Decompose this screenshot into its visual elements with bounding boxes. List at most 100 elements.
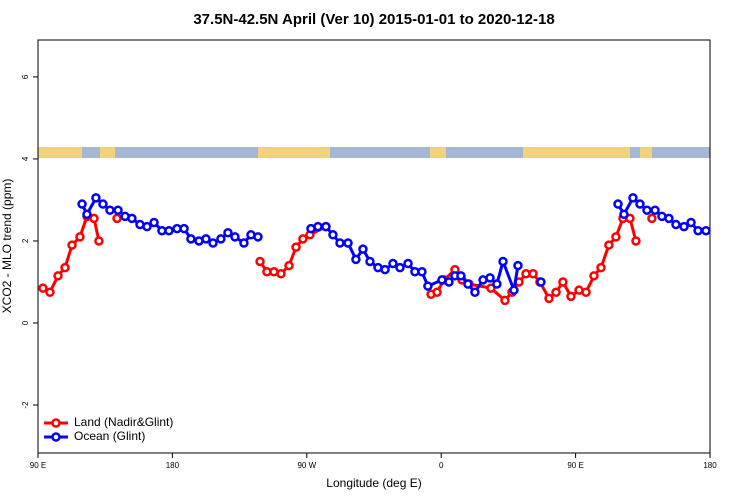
point xyxy=(432,287,442,297)
point xyxy=(395,262,405,273)
point xyxy=(230,232,240,242)
point xyxy=(67,240,77,250)
point xyxy=(613,199,623,209)
point xyxy=(253,232,263,242)
point xyxy=(89,213,99,224)
y-tick-label: 4 xyxy=(21,156,30,161)
point xyxy=(470,287,480,297)
point xyxy=(604,240,614,250)
point xyxy=(82,209,92,220)
point xyxy=(486,283,496,293)
point xyxy=(127,213,137,224)
point xyxy=(53,271,63,281)
y-axis-label: XCO2 - MLO trend (ppm) xyxy=(0,179,14,314)
point xyxy=(223,228,233,238)
point xyxy=(589,271,599,281)
point xyxy=(91,193,101,203)
point xyxy=(558,277,568,287)
point xyxy=(343,238,353,248)
point xyxy=(498,256,508,267)
point xyxy=(500,295,510,306)
point xyxy=(351,254,361,265)
point xyxy=(664,213,674,224)
point xyxy=(536,277,546,287)
point xyxy=(619,209,629,220)
point xyxy=(686,217,696,228)
point xyxy=(328,230,338,240)
point xyxy=(358,244,368,254)
point xyxy=(216,234,226,244)
point xyxy=(417,266,427,277)
point xyxy=(693,225,703,236)
y-tick-label: 6 xyxy=(21,74,30,79)
point xyxy=(313,221,323,232)
x-tick-label: 180 xyxy=(703,461,717,470)
series-line xyxy=(43,216,652,300)
x-tick-label: 0 xyxy=(439,461,444,470)
point xyxy=(291,242,301,252)
point xyxy=(671,219,681,230)
point xyxy=(403,258,413,269)
x-tick-label: 90 E xyxy=(30,461,46,470)
point xyxy=(528,269,538,279)
point xyxy=(335,238,345,248)
point xyxy=(208,238,218,248)
point xyxy=(380,264,390,275)
point xyxy=(255,256,265,267)
point xyxy=(388,258,398,269)
point xyxy=(75,232,85,242)
point xyxy=(284,260,294,271)
point xyxy=(365,256,375,267)
point xyxy=(149,217,159,228)
map-strip xyxy=(38,147,710,158)
legend-label: Ocean (Glint) xyxy=(74,429,145,443)
y-tick-label: 2 xyxy=(21,238,30,243)
point xyxy=(45,287,55,297)
y-tick-label: 0 xyxy=(21,320,30,325)
chart-title: 37.5N-42.5N April (Ver 10) 2015-01-01 to… xyxy=(193,11,554,28)
x-tick-label: 180 xyxy=(166,461,180,470)
point xyxy=(98,199,108,209)
point xyxy=(179,223,189,234)
point xyxy=(679,221,689,232)
point xyxy=(201,234,211,244)
point xyxy=(566,291,576,302)
point xyxy=(581,287,591,297)
point xyxy=(544,293,554,304)
point xyxy=(321,221,331,232)
point xyxy=(701,225,711,236)
point xyxy=(94,236,104,246)
legend-marker xyxy=(51,418,61,428)
point xyxy=(276,269,286,279)
point xyxy=(463,279,473,289)
legend-marker xyxy=(51,432,61,442)
point xyxy=(113,205,123,215)
point xyxy=(164,225,174,236)
point xyxy=(647,213,657,224)
point xyxy=(628,193,638,203)
point xyxy=(423,281,433,291)
point xyxy=(298,234,308,244)
point xyxy=(625,213,635,224)
point xyxy=(513,260,523,271)
x-tick-label: 90 E xyxy=(567,461,583,470)
point xyxy=(456,271,466,281)
point xyxy=(186,234,196,244)
point xyxy=(596,262,606,273)
point xyxy=(611,232,621,242)
point xyxy=(239,238,249,248)
point xyxy=(142,221,152,232)
point xyxy=(444,277,454,287)
point xyxy=(635,199,645,209)
plot-frame xyxy=(37,39,711,454)
point xyxy=(485,273,495,283)
point xyxy=(38,283,48,293)
y-tick-label: -2 xyxy=(21,401,30,409)
point xyxy=(112,213,122,224)
point xyxy=(631,236,641,246)
point xyxy=(105,205,115,215)
x-axis-label: Longitude (deg E) xyxy=(326,476,421,490)
legend-label: Land (Nadir&Glint) xyxy=(74,415,173,429)
point xyxy=(551,287,561,297)
